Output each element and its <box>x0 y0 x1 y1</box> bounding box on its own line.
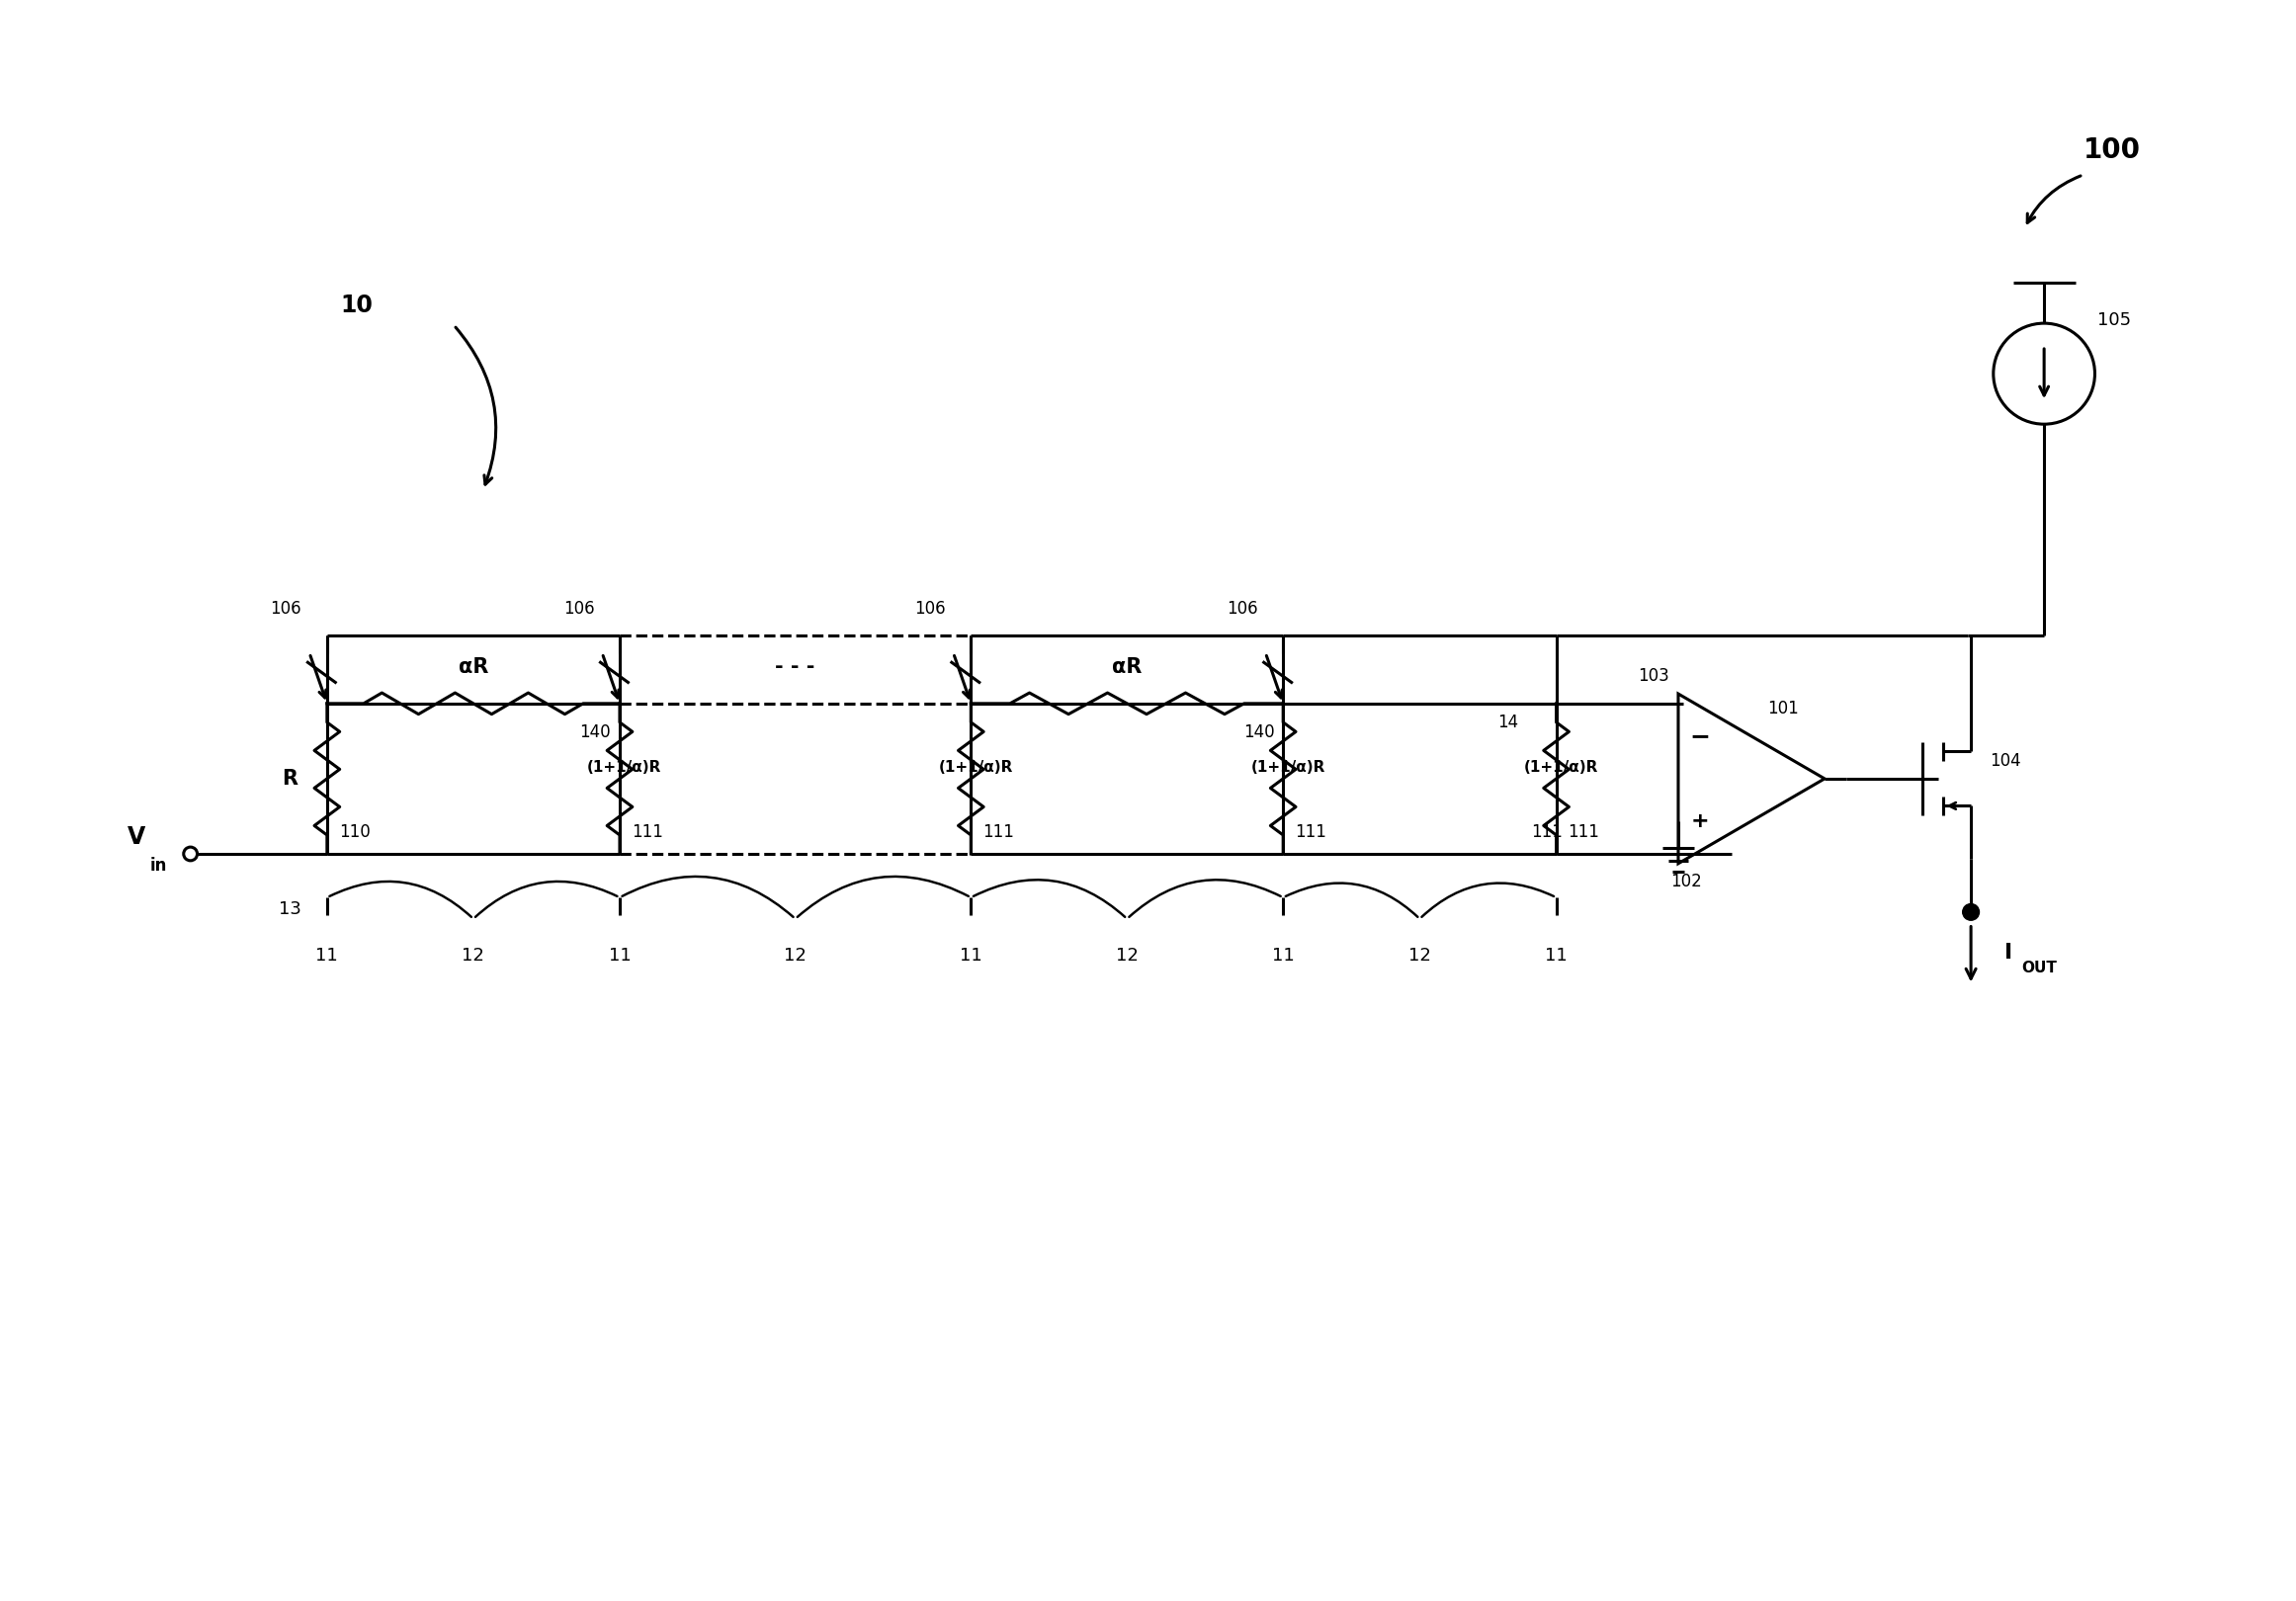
Text: 111: 111 <box>983 823 1015 842</box>
Text: +: + <box>1690 812 1708 831</box>
Text: 100: 100 <box>2085 136 2142 165</box>
Text: αR: αR <box>459 656 489 677</box>
Text: 13: 13 <box>278 900 301 917</box>
Text: 111: 111 <box>1568 823 1600 842</box>
Text: 103: 103 <box>1637 668 1669 685</box>
Text: (1+1/α)R: (1+1/α)R <box>588 759 661 775</box>
Text: 111: 111 <box>631 823 664 842</box>
Text: 10: 10 <box>340 295 372 317</box>
Text: 12: 12 <box>461 946 484 964</box>
Text: 140: 140 <box>1242 724 1274 741</box>
Text: 12: 12 <box>1116 946 1139 964</box>
Text: 106: 106 <box>563 599 595 618</box>
Text: 11: 11 <box>1272 946 1295 964</box>
Text: 12: 12 <box>1407 946 1430 964</box>
Text: (1+1/α)R: (1+1/α)R <box>1525 759 1598 775</box>
Text: 12: 12 <box>783 946 806 964</box>
Text: OUT: OUT <box>2020 961 2057 975</box>
Circle shape <box>1963 905 1979 921</box>
Text: 102: 102 <box>1671 873 1701 890</box>
Text: V: V <box>129 826 147 849</box>
Text: 140: 140 <box>579 724 611 741</box>
Text: - - -: - - - <box>776 656 815 677</box>
Text: 11: 11 <box>1545 946 1568 964</box>
Text: 106: 106 <box>271 599 301 618</box>
Text: 101: 101 <box>1768 700 1798 717</box>
Text: αR: αR <box>1111 656 1141 677</box>
Text: 11: 11 <box>317 946 338 964</box>
Text: 106: 106 <box>914 599 946 618</box>
Text: −: − <box>1690 724 1711 748</box>
Text: R: R <box>282 768 298 789</box>
Text: I: I <box>2004 943 2011 962</box>
Text: (1+1/α)R: (1+1/α)R <box>1251 759 1325 775</box>
Text: (1+1/α)R: (1+1/α)R <box>939 759 1013 775</box>
Text: 11: 11 <box>960 946 983 964</box>
Text: 11: 11 <box>608 946 631 964</box>
Text: 111: 111 <box>1531 823 1561 842</box>
Text: 105: 105 <box>2099 312 2131 330</box>
Text: 104: 104 <box>1988 752 2020 770</box>
Text: 110: 110 <box>338 823 370 842</box>
Text: in: in <box>149 857 168 874</box>
Text: 111: 111 <box>1295 823 1327 842</box>
Text: 14: 14 <box>1497 714 1518 732</box>
Text: 106: 106 <box>1226 599 1258 618</box>
